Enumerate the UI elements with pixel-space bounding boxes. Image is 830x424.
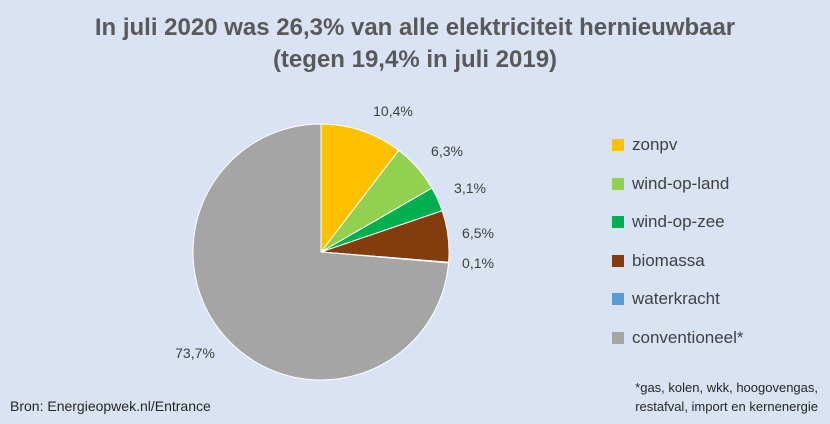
chart-title-line-1: In juli 2020 was 26,3% van alle elektric…: [94, 14, 736, 41]
legend-swatch-wind-op-land: [612, 177, 624, 190]
legend-swatch-zonpv: [612, 139, 624, 152]
legend-label-biomassa: biomassa: [632, 250, 705, 270]
chart-title-line-2: (tegen 19,4% in juli 2019): [272, 46, 558, 73]
legend-item-biomassa: biomassa: [612, 242, 744, 281]
chart-title: In juli 2020 was 26,3% van alle elektric…: [0, 12, 830, 76]
legend-item-conventioneel: conventioneel*: [612, 319, 744, 358]
data-label-zonpv: 10,4%: [373, 103, 413, 119]
source-note: Bron: Energieopwek.nl/Entrance: [10, 398, 211, 414]
data-label-wind-op-zee: 3,1%: [454, 180, 486, 196]
data-label-waterkracht: 0,1%: [462, 255, 494, 271]
data-label-biomassa: 6,5%: [462, 225, 494, 241]
pie-slices: [192, 123, 450, 381]
legend-label-zonpv: zonpv: [632, 135, 678, 155]
legend-swatch-conventioneel: [612, 331, 624, 344]
legend-item-zonpv: zonpv: [612, 126, 744, 165]
legend-label-waterkracht: waterkracht: [632, 289, 720, 309]
legend-swatch-wind-op-zee: [612, 216, 624, 229]
legend-item-wind-op-land: wind-op-land: [612, 165, 744, 204]
legend: zonpv wind-op-land wind-op-zee biomassa wate…: [612, 126, 744, 357]
legend-item-wind-op-zee: wind-op-zee: [612, 203, 744, 242]
legend-item-waterkracht: waterkracht: [612, 280, 744, 319]
legend-label-wind-op-land: wind-op-land: [632, 173, 730, 193]
legend-label-conventioneel: conventioneel*: [632, 327, 744, 347]
legend-label-wind-op-zee: wind-op-zee: [632, 212, 725, 232]
footnote-line-1: *gas, kolen, wkk, hoogovengas,: [635, 380, 818, 395]
pie-slice-conventioneel: [192, 123, 450, 381]
legend-swatch-waterkracht: [612, 293, 624, 306]
pie-slice-zonpv: [320, 123, 400, 254]
footnote-line-2: restafval, import en kernenergie: [635, 399, 818, 414]
data-label-wind-op-land: 6,3%: [431, 143, 463, 159]
legend-swatch-biomassa: [612, 254, 624, 267]
data-label-conventioneel: 73,7%: [175, 345, 215, 361]
pie-data-labels: 10,4% 6,3% 3,1% 6,5% 0,1% 73,7%: [175, 103, 494, 361]
footnote: *gas, kolen, wkk, hoogovengas, restafval…: [635, 378, 818, 416]
